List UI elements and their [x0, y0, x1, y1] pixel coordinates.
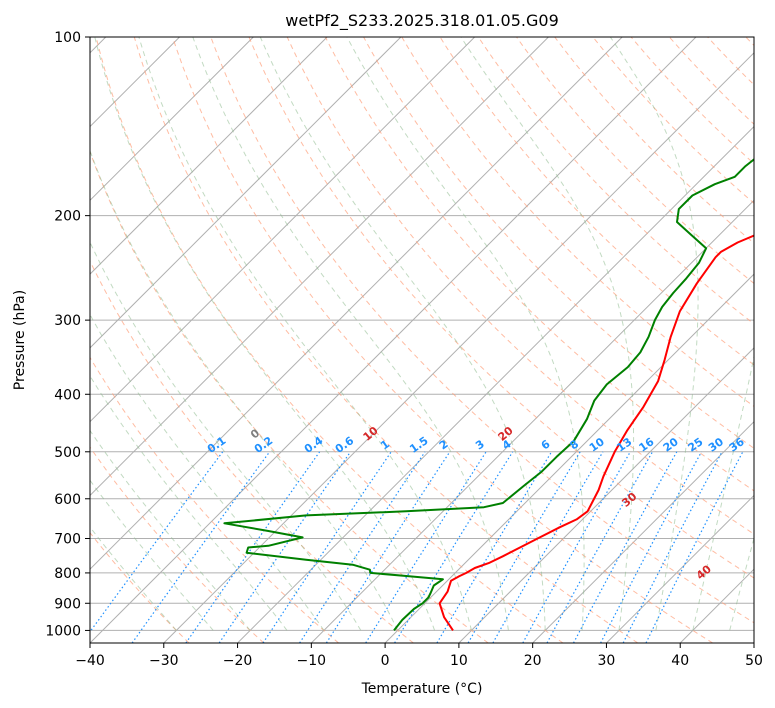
mixing-ratio-line: [325, 451, 451, 643]
plot-frame: [89, 36, 755, 644]
moist-adiabat-line: [346, 37, 585, 631]
moist-adiabat-line: [192, 37, 509, 631]
x-tick-label: −30: [149, 653, 179, 669]
dry-adiabat-line: [401, 37, 754, 407]
dry-adiabat-line: [324, 37, 754, 492]
dry-adiabat-line: [210, 37, 754, 624]
isotherm-line: [90, 37, 623, 570]
mixing-ratio-line: [436, 451, 553, 643]
moist-adiabat-line: [460, 37, 635, 631]
moist-adiabat-line: [259, 37, 546, 631]
isotherm-line: [90, 37, 254, 202]
x-tick-label: 50: [745, 653, 763, 669]
dry-adiabat-line: [248, 37, 754, 579]
chart-title: wetPf2_S233.2025.318.01.05.G09: [285, 11, 559, 31]
moist-adiabat-line: [90, 241, 362, 631]
dry-adiabat-line: [363, 37, 754, 449]
x-axis: −40 −30 −20 −10 0 10 20 30 40 50: [75, 643, 763, 669]
mixing-ratio-line: [600, 451, 703, 643]
moist-adiabat-line: [692, 354, 754, 631]
mixing-ratio-line: [131, 451, 271, 643]
dry-adiabat-line: [133, 37, 639, 643]
isotherm-line: [237, 125, 754, 643]
isotherm-line: [90, 37, 476, 423]
y-tick-label: 300: [54, 313, 81, 329]
dry-adiabat-line: [95, 37, 564, 643]
y-tick-label: 900: [54, 596, 81, 612]
moist-adiabat-line: [90, 313, 325, 631]
temperature-profile-line: [438, 234, 754, 631]
y-tick-label: 500: [54, 445, 81, 461]
dry-adiabat-line: [90, 356, 339, 643]
isotherm-line: [606, 494, 754, 643]
dry-adiabat-line: [90, 531, 190, 643]
mixing-ratio-line: [262, 451, 392, 643]
mixing-ratio-line: [645, 451, 744, 643]
y-tick-label: 800: [54, 566, 81, 582]
mixing-ratio-line: [522, 451, 631, 643]
moist-adiabat-line: [90, 479, 214, 631]
y-tick-label: 200: [54, 209, 81, 225]
y-axis-label: Pressure (hPa): [12, 290, 28, 390]
mixing-ratio-line: [572, 451, 678, 643]
x-tick-label: −20: [223, 653, 253, 669]
moist-adiabat-line: [90, 526, 177, 631]
x-tick-label: 10: [450, 653, 468, 669]
mixing-ratio-line: [218, 451, 351, 643]
x-tick-label: 30: [598, 653, 616, 669]
y-tick-label: 700: [54, 532, 81, 548]
y-tick-label: 600: [54, 492, 81, 508]
isotherm-line: [532, 420, 754, 643]
x-tick-label: 0: [381, 653, 390, 669]
mixing-ratio-line: [185, 451, 321, 643]
y-tick-label: 100: [54, 30, 81, 46]
x-tick-label: −10: [297, 653, 327, 669]
x-tick-label: −40: [75, 653, 105, 669]
isotherm-line: [90, 37, 549, 497]
isotherm-line: [384, 273, 754, 643]
y-tick-label: 1000: [45, 623, 81, 639]
dry-adiabat-line: [90, 260, 414, 643]
mixing-ratio-line: [365, 451, 487, 643]
y-tick-label: 400: [54, 387, 81, 403]
moist-adiabat-line: [90, 375, 288, 631]
x-axis-label: Temperature (°C): [361, 681, 483, 697]
dry-adiabat-line: [439, 37, 754, 366]
isotherm-line: [90, 37, 402, 349]
moist-adiabat-line: [138, 37, 472, 631]
isotherm-line: [90, 37, 328, 275]
moist-adiabat-line: [90, 429, 251, 631]
mixing-ratio-line: [546, 451, 654, 643]
isotherm-line: [458, 347, 754, 643]
moist-adiabat-line: [609, 37, 699, 631]
plot-area: [90, 37, 754, 643]
y-axis: 100 200 300 400 500 600 700 800 900 1000: [45, 30, 90, 639]
moist-adiabat-line: [94, 37, 436, 631]
x-tick-label: 40: [671, 653, 689, 669]
x-tick-label: 20: [524, 653, 542, 669]
isotherm-line: [90, 37, 697, 643]
mixing-ratio-line: [90, 451, 224, 633]
